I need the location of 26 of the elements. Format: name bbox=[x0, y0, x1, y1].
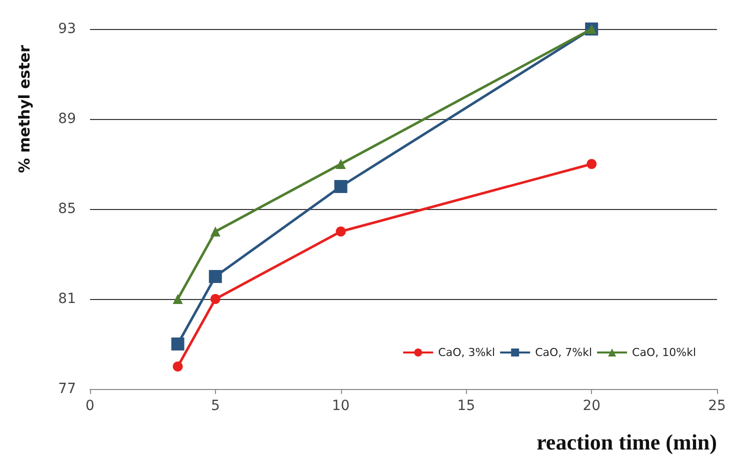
x-tick-label: 20 bbox=[582, 398, 601, 414]
point bbox=[586, 159, 597, 169]
x-tick-label: 10 bbox=[332, 398, 350, 414]
x-tick-label: 5 bbox=[210, 398, 220, 414]
point bbox=[210, 294, 220, 304]
point bbox=[336, 159, 346, 169]
point bbox=[210, 226, 220, 236]
point bbox=[336, 226, 346, 236]
x-axis-title: reaction time (min) bbox=[536, 430, 717, 454]
x-tick-label: 25 bbox=[708, 398, 726, 414]
point bbox=[171, 338, 184, 350]
point bbox=[172, 362, 183, 372]
legend-label: CaO, 3%kl bbox=[438, 346, 496, 359]
point bbox=[334, 180, 348, 193]
point bbox=[208, 270, 222, 283]
x-tick-label: 15 bbox=[457, 398, 476, 414]
legend-label: CaO, 10%kl bbox=[632, 346, 696, 359]
legend-label: CaO, 7%kl bbox=[535, 346, 592, 359]
y-tick-label: 77 bbox=[58, 381, 76, 397]
y-tick-label: 81 bbox=[58, 291, 76, 307]
y-tick-label: 89 bbox=[58, 111, 76, 127]
x-tick-label: 0 bbox=[86, 398, 94, 414]
y-axis-title: % methyl ester bbox=[16, 44, 34, 173]
point bbox=[172, 294, 183, 304]
y-tick-label: 93 bbox=[58, 21, 76, 37]
y-tick-label: 85 bbox=[58, 201, 76, 217]
